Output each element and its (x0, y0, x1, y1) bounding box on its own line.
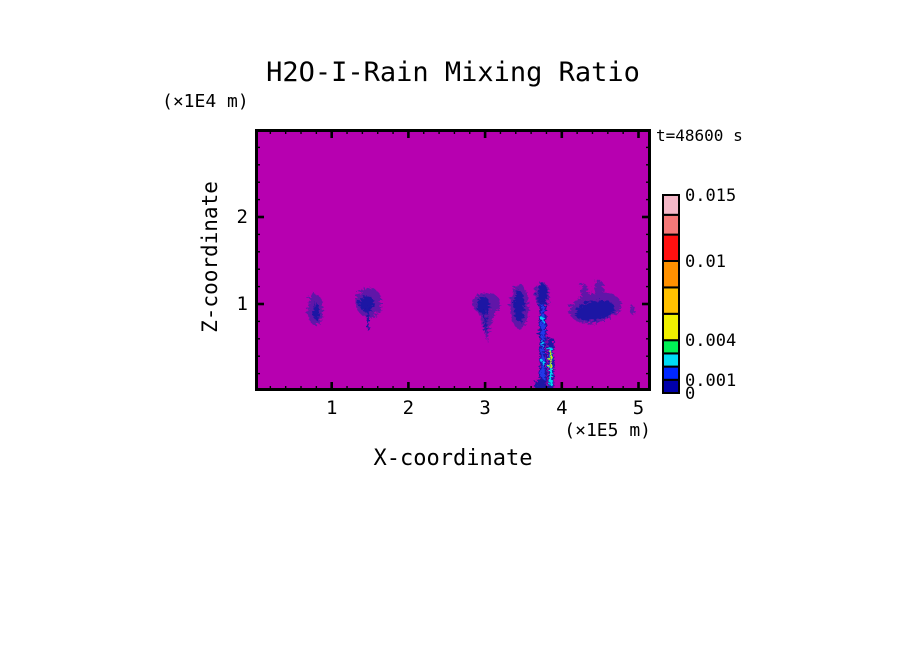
rain-cell-shape (536, 282, 547, 305)
rain-cell-shape (312, 301, 318, 319)
rain-streak-dash (540, 359, 543, 364)
contour-field (255, 129, 651, 391)
time-annotation: t=48600 s (656, 126, 743, 145)
colorbar-segment (662, 312, 680, 342)
colorbar-tick-label: 0.004 (685, 331, 737, 352)
rain-cell-shape (357, 293, 374, 311)
rain-streak (482, 308, 486, 331)
z-tick-label: 2 (236, 206, 248, 228)
plot-frame (255, 129, 651, 391)
colorbar-segment (662, 352, 680, 368)
x-tick-label: 2 (402, 397, 415, 419)
rain-streak (548, 350, 551, 367)
colorbar-segment (662, 378, 680, 395)
x-axis-units: (×1E5 m) (564, 420, 651, 441)
rain-cell-shape (533, 377, 546, 391)
plot-area (255, 129, 651, 391)
rain-streak (365, 305, 368, 329)
colorbar-segment (662, 365, 680, 381)
colorbar-tick-label: 0.015 (685, 186, 737, 206)
colorbar-segment (662, 260, 680, 289)
x-tick-label: 1 (325, 397, 338, 419)
rain-streak-dash (540, 339, 543, 345)
colorbar-segment (662, 286, 680, 315)
colorbar-segment (662, 213, 680, 236)
rain-cell-shape (593, 278, 603, 295)
colorbar-tick-label: 0 (685, 384, 696, 404)
rain-cell-shape (579, 283, 588, 298)
x-tick-label: 4 (556, 397, 568, 419)
rain-cell-shape (475, 295, 489, 313)
rain-streak-dash (540, 315, 543, 321)
colorbar (662, 194, 680, 395)
z-tick-label: 1 (236, 293, 248, 315)
rain-cell-shape (573, 298, 613, 320)
chart-title: H2O-I-Rain Mixing Ratio (266, 57, 640, 88)
z-axis-units: (×1E4 m) (162, 91, 249, 112)
colorbar-segment (662, 194, 680, 216)
colorbar-segment (662, 339, 680, 355)
rain-cells-layer (306, 278, 634, 391)
axis-ticks-layer (255, 129, 651, 391)
colorbar-tick-label: 0.01 (685, 252, 726, 272)
colorbar-tick-label: 0.001 (685, 370, 737, 391)
rain-cell-shape (628, 304, 634, 313)
x-tick-label: 3 (479, 397, 491, 419)
x-tick-label: 5 (632, 397, 645, 419)
rain-cell-shape (512, 289, 524, 321)
x-axis-title: X-coordinate (373, 446, 533, 471)
colorbar-segment (662, 233, 680, 262)
rain-streak (539, 304, 543, 389)
z-axis-title: Z-coordinate (198, 181, 222, 333)
